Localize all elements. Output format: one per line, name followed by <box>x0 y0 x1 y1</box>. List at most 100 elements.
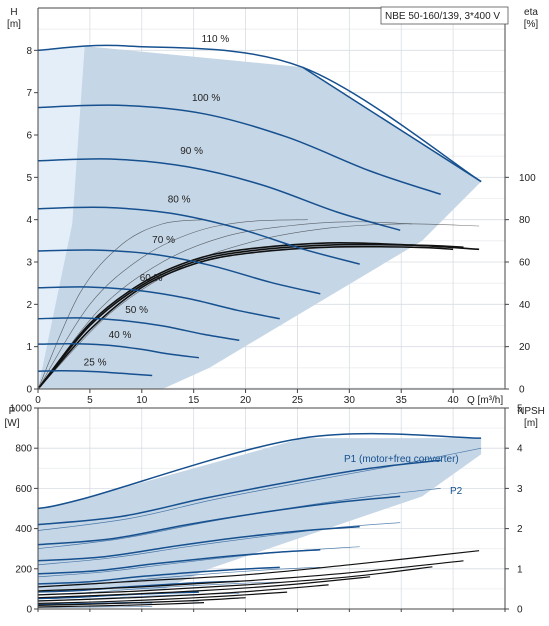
head-curve <box>37 286 280 320</box>
y-right-label-top-2: [%] <box>524 19 539 30</box>
x-tick-label: 40 <box>448 395 460 406</box>
head-curve <box>37 249 321 295</box>
head-curve <box>37 158 401 232</box>
p1-curve <box>37 459 441 526</box>
x-tick-label: 10 <box>136 395 148 406</box>
x-tick-label: 0 <box>35 395 41 406</box>
npsh-curve <box>37 550 480 588</box>
speed-label: 40 % <box>109 330 132 341</box>
head-curve <box>37 206 360 265</box>
p1-curve <box>37 566 280 585</box>
efficiency-curve <box>37 241 480 390</box>
p1-curve <box>37 548 321 575</box>
power-y-left-tick-label: 800 <box>15 444 32 455</box>
efficiency-curve <box>37 245 454 390</box>
y-right-tick-label: 20 <box>519 342 531 353</box>
x-tick-label: 35 <box>396 395 408 406</box>
operating-region-light-shape <box>38 46 85 389</box>
head-curve <box>37 317 240 342</box>
npsh-tick-label: 1 <box>517 564 523 575</box>
speed-label: 60 % <box>140 273 163 284</box>
power-region-shape <box>38 438 482 590</box>
y-left-tick-label: 6 <box>26 131 32 142</box>
p1-curves <box>37 432 482 606</box>
speed-label: 80 % <box>168 195 191 206</box>
speed-label: 110 % <box>202 34 230 45</box>
power-chart-axes: 0 200 400 600 800 1000 0 1 2 3 4 5 <box>10 404 523 616</box>
p1-curve <box>37 525 360 562</box>
p1-curve <box>37 580 240 593</box>
npsh-curve <box>37 566 433 596</box>
y-right-tick-label: 0 <box>519 385 525 396</box>
efficiency-curve <box>37 219 205 390</box>
y-left-tick-label: 0 <box>26 385 32 396</box>
y-left-tick-label: 3 <box>26 258 32 269</box>
npsh-tick-label: 3 <box>517 484 523 495</box>
y-left-tick-label: 2 <box>26 300 32 311</box>
power-y-left-tick-label: 400 <box>15 524 32 535</box>
y-right-tick-label: 80 <box>519 215 531 226</box>
x-axis-label: Q [m³/h] <box>467 395 503 406</box>
head-curve <box>37 44 482 183</box>
power-y-left-tick-label: 600 <box>15 484 32 495</box>
x-tick-label: 5 <box>87 395 93 406</box>
p1-curve <box>37 432 482 510</box>
p2-curve <box>37 606 153 608</box>
npsh-curve <box>37 597 246 606</box>
efficiency-curve <box>37 223 480 390</box>
y-left-tick-label: 7 <box>26 88 32 99</box>
p1-curve <box>37 495 401 546</box>
npsh-tick-label: 5 <box>517 404 523 415</box>
efficiency-curves <box>37 219 480 390</box>
y-left-tick-label: 5 <box>26 173 32 184</box>
npsh-curve <box>37 584 329 602</box>
head-curve <box>37 370 153 377</box>
efficiency-curve <box>37 221 412 390</box>
npsh-tick-label: 4 <box>517 444 523 455</box>
y-right-tick-label: 40 <box>519 300 531 311</box>
power-operating-region <box>38 438 482 590</box>
head-curve-max-right <box>302 66 482 183</box>
x-tick-label: 30 <box>344 395 356 406</box>
power-y-left-tick-label: 200 <box>15 564 32 575</box>
power-y-left-tick-label: 1000 <box>10 404 33 415</box>
y-left-label-bottom-2: [W] <box>5 418 20 429</box>
head-curve <box>37 342 199 359</box>
speed-label: 25 % <box>84 358 107 369</box>
npsh-curve <box>37 576 371 599</box>
operating-region-shape <box>38 46 482 389</box>
speed-label: 50 % <box>125 305 148 316</box>
y-left-label-top-1: H <box>10 7 17 18</box>
speed-label: 90 % <box>180 146 203 157</box>
y-left-tick-label: 1 <box>26 342 32 353</box>
npsh-curve <box>37 591 288 604</box>
x-tick-label: 20 <box>240 395 252 406</box>
x-tick-label: 25 <box>292 395 304 406</box>
y-right-label-bottom-1: NPSH <box>517 406 545 417</box>
head-speed-curves <box>37 44 482 377</box>
chart-title: NBE 50-160/139, 3*400 V <box>385 11 500 22</box>
npsh-tick-label: 0 <box>517 605 523 616</box>
npsh-curve <box>37 602 205 608</box>
head-curve <box>37 104 441 196</box>
x-tick-label: 15 <box>188 395 200 406</box>
npsh-curves <box>37 550 480 608</box>
speed-label: 70 % <box>152 235 175 246</box>
y-left-tick-label: 4 <box>26 215 32 226</box>
y-left-label-top-2: [m] <box>7 19 21 30</box>
npsh-curve <box>37 560 464 592</box>
power-y-left-tick-label: 0 <box>26 605 32 616</box>
p1-series-label: P1 (motor+freq converter) <box>344 454 459 465</box>
npsh-tick-label: 2 <box>517 524 523 535</box>
y-left-label-bottom-1: P <box>9 406 16 417</box>
y-right-label-bottom-2: [m] <box>524 418 538 429</box>
efficiency-curve <box>37 219 308 390</box>
speed-label: 100 % <box>192 93 220 104</box>
p2-series-label: P2 <box>450 486 463 497</box>
speed-curve-labels: 110 % 100 % 90 % 80 % 70 % 60 % 50 % 40 % 25 % <box>84 34 230 369</box>
y-right-tick-label: 100 <box>519 173 536 184</box>
head-operating-region <box>38 46 482 389</box>
